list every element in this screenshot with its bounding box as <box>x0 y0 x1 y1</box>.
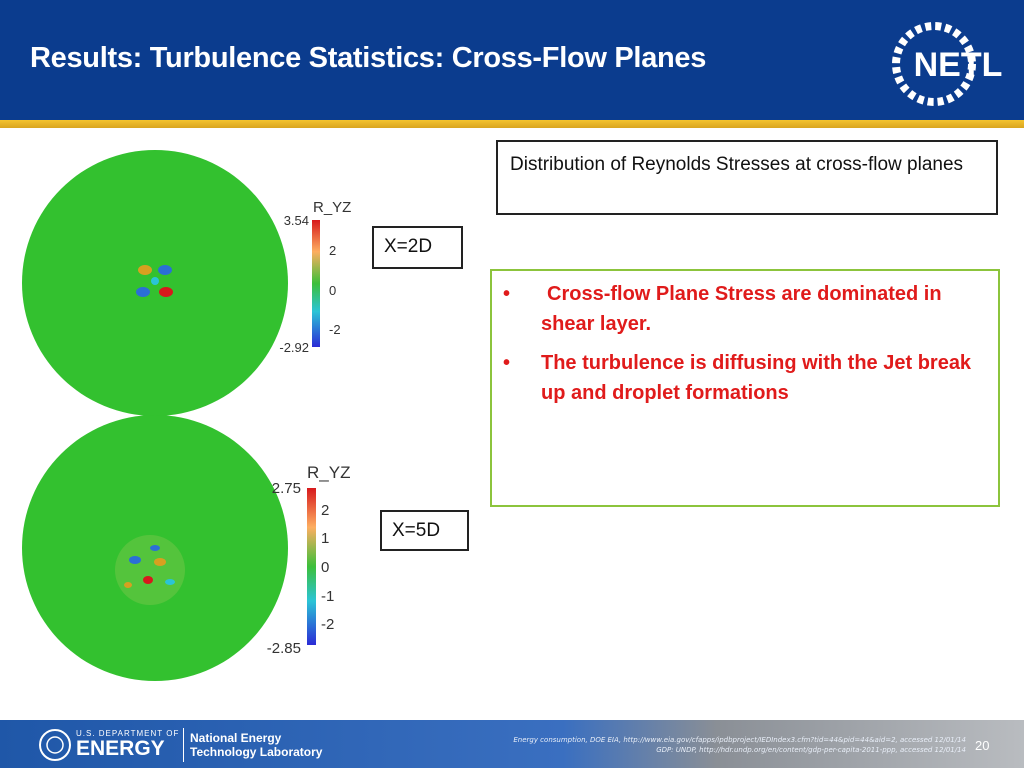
colorbar-tick-label: -2 <box>329 322 341 337</box>
citation: GDP: UNDP, http://hdr.undp.org/en/conten… <box>656 746 966 754</box>
findings-box <box>490 269 1000 507</box>
colorbar-tick-label: 2 <box>329 243 336 258</box>
bullet: The turbulence is diffusing with the Jet… <box>541 352 972 404</box>
divider <box>183 728 184 762</box>
colorbar-title: R_YZ <box>307 463 350 482</box>
colorbar-tick-label: -2.85 <box>267 640 301 657</box>
citation: Energy consumption, DOE EIA, http://www.… <box>513 736 966 744</box>
colorbar <box>307 488 316 645</box>
netl-logo: NETL <box>892 22 1003 106</box>
colorbar-tick-label: 3.54 <box>284 213 309 228</box>
colorbar-title: R_YZ <box>313 199 351 216</box>
slide-title: Results: Turbulence Statistics: Cross-Fl… <box>30 42 707 74</box>
page-number: 20 <box>975 738 990 753</box>
header-bar <box>0 0 1024 120</box>
doe-seal <box>39 729 71 761</box>
footer-bar <box>0 720 1024 768</box>
header-stripe <box>0 120 1024 128</box>
colorbar-tick-label: 2.75 <box>272 480 301 497</box>
colorbar-tick-label: -1 <box>321 588 334 605</box>
bullet-dot: • <box>503 352 511 374</box>
doe-small: U.S. DEPARTMENT OF <box>76 729 180 738</box>
stress-pattern <box>136 265 173 297</box>
doe-big: ENERGY <box>76 737 165 760</box>
caption-box: Distribution of Reynolds Stresses at cro… <box>496 140 998 215</box>
colorbar-tick-label: 0 <box>329 283 336 298</box>
stress-pattern <box>115 535 185 605</box>
bullet: Cross-flow Plane Stress are dominated in… <box>541 283 942 335</box>
colorbar-tick-label: 0 <box>321 559 329 576</box>
plane-label: X=2D <box>372 226 463 269</box>
colorbar-tick-label: -2 <box>321 616 334 633</box>
plane-label: X=5D <box>380 510 469 551</box>
logo-text: NETL <box>914 46 1003 84</box>
lab-name: Technology Laboratory <box>190 745 323 759</box>
lab-name: National Energy <box>190 731 282 745</box>
colorbar-tick-label: -2.92 <box>279 340 309 355</box>
bullet-dot: • <box>503 283 511 305</box>
contour-plots: R_YZ 3.54 2 0 -2 -2.92 R_YZ 2.75 2 1 0 -1 -2 -2.85 <box>22 150 351 681</box>
colorbar-tick-label: 1 <box>321 530 329 547</box>
colorbar-tick-label: 2 <box>321 502 329 519</box>
colorbar <box>312 220 320 347</box>
